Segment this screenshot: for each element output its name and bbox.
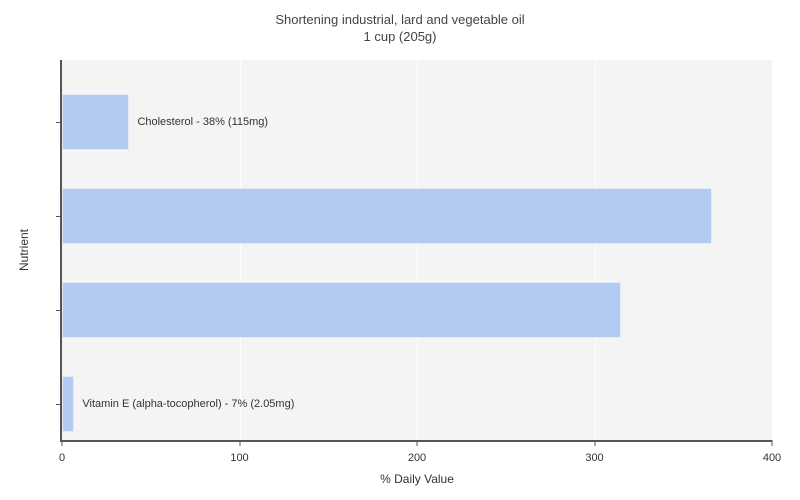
bar-label: Vitamin E (alpha-tocopherol) - 7% (2.05m… [82, 398, 294, 410]
nutrient-chart: Shortening industrial, lard and vegetabl… [0, 0, 800, 500]
bar-label: Cholesterol - 38% (115mg) [137, 116, 268, 128]
x-tick-mark [772, 440, 773, 446]
plot-area: Nutrient % Daily Value 0100200300400Chol… [60, 60, 772, 442]
bar [62, 188, 712, 244]
x-axis-label: % Daily Value [380, 472, 454, 486]
chart-title-line1: Shortening industrial, lard and vegetabl… [275, 12, 524, 27]
bar [62, 282, 621, 338]
x-tick-label: 100 [230, 452, 248, 464]
chart-title: Shortening industrial, lard and vegetabl… [0, 0, 800, 46]
chart-title-line2: 1 cup (205g) [364, 29, 437, 44]
x-tick-mark [239, 440, 240, 446]
grid-line [595, 60, 596, 440]
x-tick-label: 300 [585, 452, 603, 464]
bar [62, 94, 129, 150]
x-tick-label: 0 [59, 452, 65, 464]
x-tick-mark [62, 440, 63, 446]
y-axis-label: Nutrient [17, 229, 31, 271]
x-tick-mark [594, 440, 595, 446]
bar [62, 376, 74, 432]
x-tick-label: 400 [763, 452, 781, 464]
grid-line [417, 60, 418, 440]
x-tick-mark [417, 440, 418, 446]
x-tick-label: 200 [408, 452, 426, 464]
